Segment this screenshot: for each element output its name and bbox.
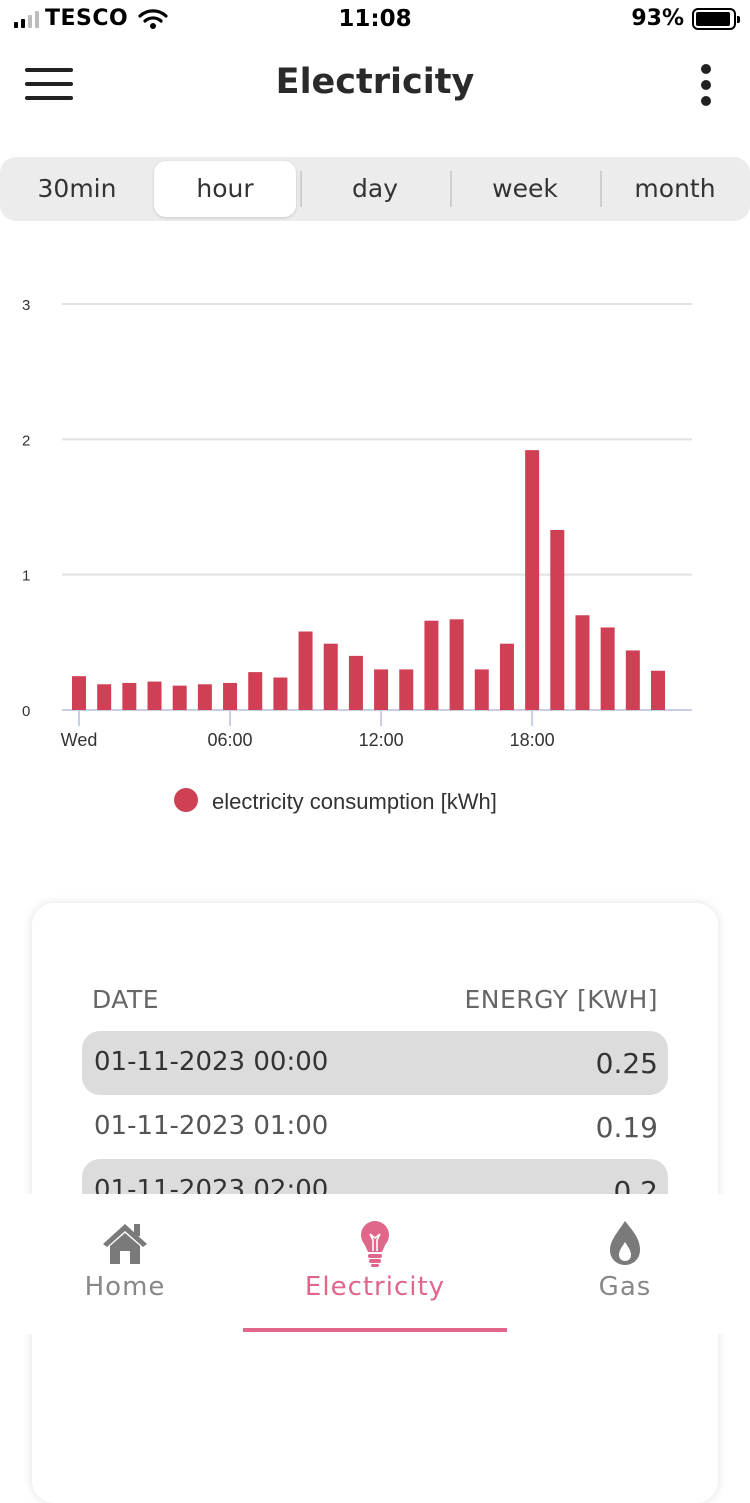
x-tick-label: 06:00 — [208, 730, 253, 750]
y-tick-label: 1 — [22, 568, 30, 585]
row-value: 0.25 — [595, 1047, 658, 1080]
y-tick-label: 0 — [22, 703, 30, 720]
bar — [323, 643, 338, 710]
lightbulb-icon — [361, 1221, 389, 1267]
table-row: 01-11-2023 01:00 0.19 — [82, 1095, 668, 1159]
interval-30min[interactable]: 30min — [37, 174, 117, 203]
bar — [499, 643, 514, 710]
status-right: 93% — [631, 6, 740, 31]
x-tick-label: Wed — [61, 730, 98, 750]
bar — [172, 685, 187, 710]
bar — [550, 530, 565, 710]
legend-label: electricity consumption [kWh] — [212, 789, 497, 814]
home-icon — [103, 1224, 147, 1264]
status-bar: TESCO 11:08 93% — [0, 0, 750, 40]
more-vertical-icon[interactable] — [698, 64, 714, 106]
bar — [525, 450, 540, 710]
tab-gas[interactable]: Gas — [500, 1194, 750, 1334]
bar — [651, 670, 665, 710]
segment-divider — [600, 171, 602, 207]
tab-gas-label: Gas — [598, 1272, 652, 1302]
battery-icon — [692, 7, 740, 30]
page-title: Electricity — [275, 62, 475, 102]
segment-divider — [450, 171, 452, 207]
bar — [474, 669, 489, 710]
bar — [399, 669, 414, 710]
consumption-chart: 0 1 2 3 Wed 06:00 12:00 18:00 electricity consum… — [0, 280, 750, 840]
bar — [223, 682, 238, 710]
bar — [374, 669, 389, 710]
segment-divider — [300, 171, 302, 207]
x-tick-label: 18:00 — [510, 730, 555, 750]
app-bar: Electricity — [0, 48, 750, 122]
interval-month[interactable]: month — [634, 174, 716, 203]
legend-marker — [174, 788, 198, 812]
bar — [273, 677, 288, 710]
row-date: 01-11-2023 01:00 — [94, 1111, 329, 1141]
x-tick-label: 12:00 — [359, 730, 404, 750]
tab-electricity-label: Electricity — [304, 1272, 446, 1302]
bar — [248, 672, 263, 710]
bar — [625, 650, 640, 710]
interval-selector: 30min hour day week month — [0, 157, 750, 221]
active-tab-indicator — [243, 1328, 507, 1332]
bar — [348, 655, 363, 710]
carrier-name: TESCO — [45, 6, 129, 31]
column-header-energy: ENERGY [KWH] — [464, 985, 658, 1014]
bar — [575, 615, 590, 710]
row-value: 0.19 — [595, 1111, 658, 1144]
y-tick-label: 2 — [22, 432, 30, 449]
bar — [197, 684, 212, 710]
bar — [147, 681, 162, 710]
bottom-tab-bar: Home Electricity Gas — [0, 1194, 750, 1334]
hamburger-icon[interactable] — [25, 68, 73, 100]
battery-percent: 93% — [631, 6, 684, 31]
y-tick-label: 3 — [22, 297, 30, 314]
bar — [97, 684, 112, 710]
bar — [449, 619, 464, 710]
interval-week[interactable]: week — [492, 174, 558, 203]
interval-hour[interactable]: hour — [154, 161, 296, 217]
bar — [122, 682, 137, 710]
tab-electricity[interactable]: Electricity — [250, 1194, 500, 1334]
status-time: 11:08 — [338, 6, 412, 32]
table-row: 01-11-2023 00:00 0.25 — [82, 1031, 668, 1095]
flame-icon — [610, 1221, 640, 1265]
tab-home[interactable]: Home — [0, 1194, 250, 1334]
signal-icon — [14, 10, 39, 28]
status-left: TESCO — [14, 6, 168, 31]
column-header-date: DATE — [92, 985, 160, 1014]
bar — [600, 627, 615, 710]
chart-svg: 0 1 2 3 Wed 06:00 12:00 18:00 electricity consum… — [22, 297, 692, 814]
bar — [72, 676, 86, 710]
row-date: 01-11-2023 00:00 — [94, 1047, 329, 1077]
interval-day[interactable]: day — [352, 174, 398, 203]
wifi-icon — [138, 8, 168, 29]
bar — [298, 631, 313, 710]
bar — [424, 620, 439, 710]
tab-home-label: Home — [84, 1272, 166, 1302]
